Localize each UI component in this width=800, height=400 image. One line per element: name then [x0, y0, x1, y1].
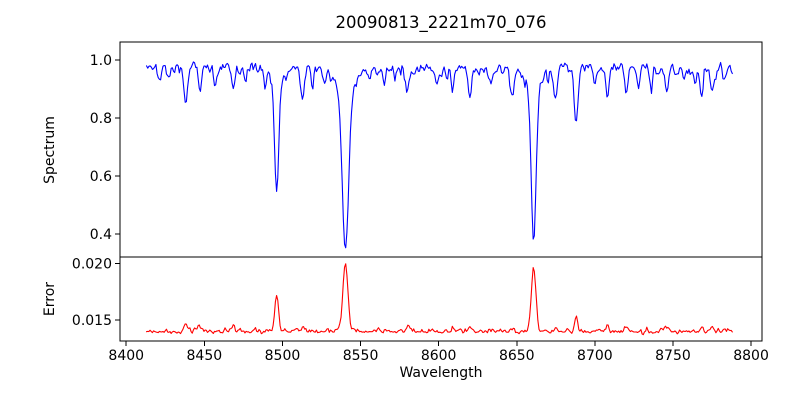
x-tick-label: 8650: [499, 348, 535, 364]
spectrum-y-axis-ticks: 0.4 0.6 0.8 1.0: [90, 53, 120, 243]
x-tick-label: 8700: [577, 348, 613, 364]
y-tick-label: 0.015: [72, 313, 112, 329]
error-y-axis-ticks: 0.015 0.020: [72, 256, 120, 329]
y-tick-label: 0.8: [90, 111, 112, 127]
spectrum-line: [146, 61, 733, 249]
x-tick-label: 8400: [108, 348, 144, 364]
y-tick-label: 0.020: [72, 256, 112, 272]
x-tick-label: 8550: [343, 348, 379, 364]
x-axis-ticks: 8400 8450 8500 8550 8600 8650 8700 8750 8800: [108, 341, 769, 364]
bottom-panel-frame: [119, 256, 763, 342]
top-y-axis-label: Spectrum: [42, 116, 58, 184]
x-axis-label: Wavelength: [399, 365, 482, 381]
y-tick-label: 0.6: [90, 169, 112, 185]
error-line: [146, 263, 733, 336]
figure-title: 20090813_2221m70_076: [335, 13, 546, 33]
bottom-y-axis-label: Error: [42, 282, 58, 316]
x-tick-label: 8600: [421, 348, 457, 364]
x-tick-label: 8750: [655, 348, 691, 364]
x-tick-label: 8500: [265, 348, 301, 364]
x-tick-label: 8800: [733, 348, 769, 364]
y-tick-label: 0.4: [90, 227, 112, 243]
y-tick-label: 1.0: [90, 53, 112, 69]
top-panel-frame: [119, 41, 763, 258]
x-tick-label: 8450: [187, 348, 223, 364]
